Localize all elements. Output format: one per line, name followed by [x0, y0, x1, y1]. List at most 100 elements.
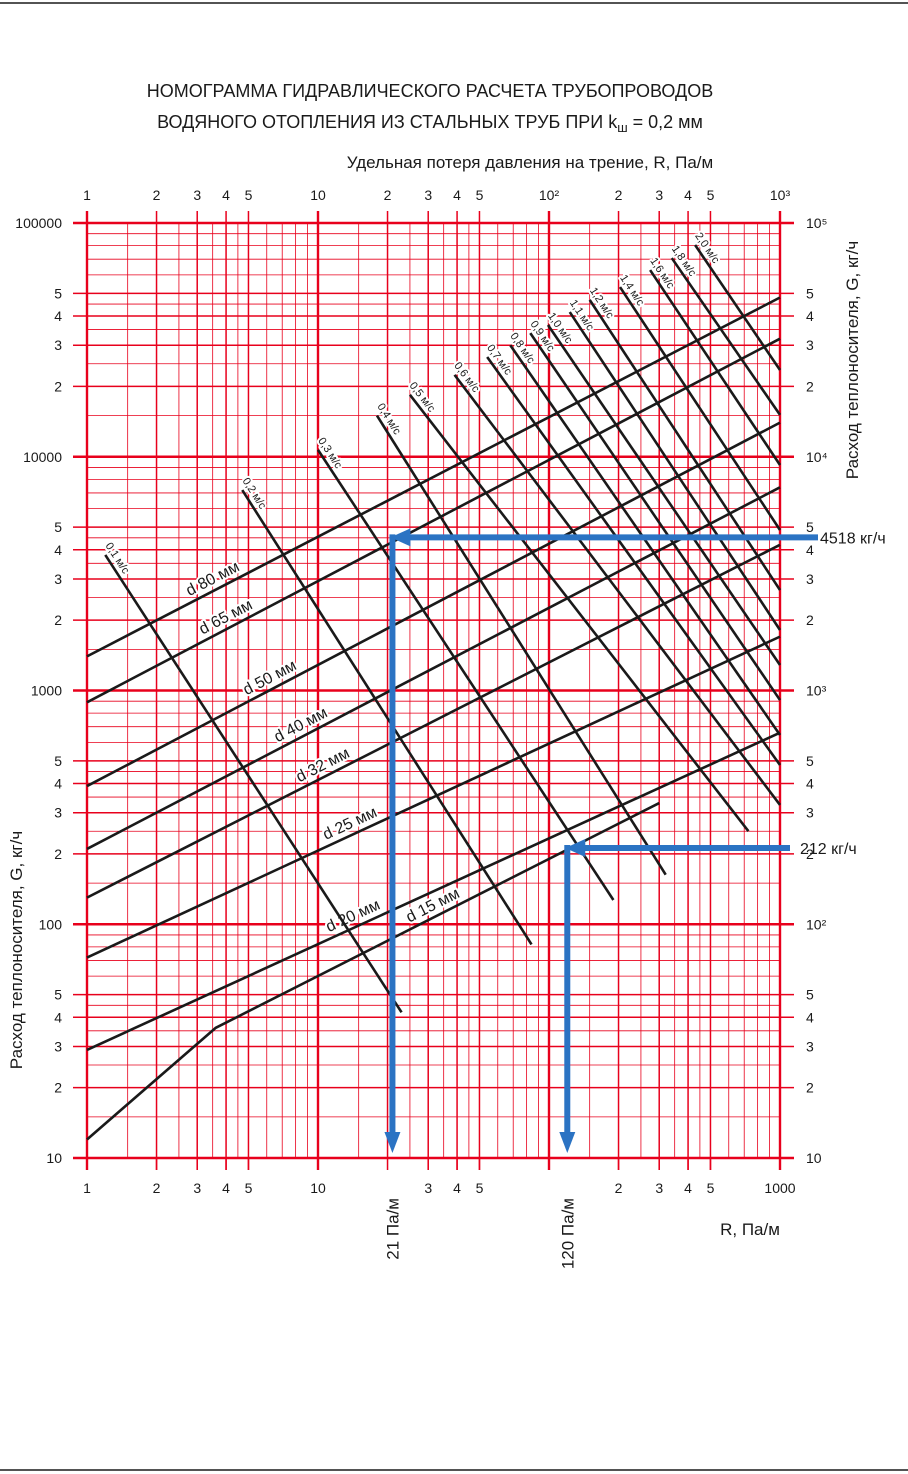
y-tick-label-right: 2 [806, 378, 814, 394]
x-tick-label-bottom: 5 [476, 1180, 484, 1196]
pipe-line [86, 486, 781, 851]
y-tick-label-left: 2 [54, 378, 62, 394]
velocity-line [104, 554, 403, 1014]
y-tick-label-left: 5 [54, 987, 62, 1003]
y-tick-label-left: 1000 [31, 683, 62, 699]
y-tick-label-right: 10⁴ [806, 449, 828, 465]
x-tick-label-top: 4 [453, 187, 461, 203]
x-tick-label-bottom: 2 [153, 1180, 161, 1196]
x-tick-label-bottom: 1000 [764, 1180, 795, 1196]
x-tick-label-top: 5 [245, 187, 253, 203]
y-tick-label-right: 4 [806, 542, 814, 558]
y-tick-label-right: 10⁵ [806, 215, 827, 231]
x-tick-label-top: 4 [222, 187, 230, 203]
y-tick-label-right: 3 [806, 1038, 814, 1054]
x-tick-label-bottom: 2 [615, 1180, 623, 1196]
velocity-line [546, 324, 782, 666]
x-axis-title-bottom: R, Па/м [720, 1220, 780, 1239]
title-subscript: ш [617, 120, 627, 135]
velocity-line [694, 244, 782, 371]
y-tick-label-left: 5 [54, 753, 62, 769]
y-tick-label-left: 3 [54, 337, 62, 353]
y-tick-label-left: 4 [54, 1009, 62, 1025]
velocity-line [618, 286, 782, 531]
y-tick-label-left: 100000 [15, 215, 62, 231]
pipe-line [86, 421, 781, 788]
x-tick-label-top: 2 [615, 187, 623, 203]
x-tick-label-bottom: 5 [245, 1180, 253, 1196]
pipe-line [86, 337, 781, 704]
y-tick-label-left: 4 [54, 308, 62, 324]
y-tick-label-left: 10 [46, 1150, 62, 1166]
pipe-line [86, 801, 660, 1141]
x-tick-label-top: 5 [707, 187, 715, 203]
y-tick-label-left: 100 [39, 916, 63, 932]
y-tick-label-right: 10² [806, 916, 827, 932]
arrow-head [559, 1132, 576, 1153]
x-tick-label-top: 2 [384, 187, 392, 203]
x-tick-label-top: 2 [153, 187, 161, 203]
x-tick-label-bottom: 3 [193, 1180, 201, 1196]
velocity-line [241, 489, 533, 946]
x-tick-label-top: 3 [424, 187, 432, 203]
example-r-label: 120 Па/м [558, 1198, 577, 1269]
pipe-line [86, 635, 781, 959]
pipe-line [86, 731, 781, 1052]
y-tick-label-right: 5 [806, 285, 814, 301]
y-axis-title-left: Расход теплоносителя, G, кг/ч [7, 831, 26, 1069]
velocity-line [670, 257, 782, 416]
velocity-line [486, 356, 782, 766]
y-tick-label-left: 3 [54, 805, 62, 821]
velocity-line [588, 299, 782, 591]
velocity-line [529, 332, 782, 701]
velocity-line [568, 311, 782, 631]
y-tick-label-left: 5 [54, 285, 62, 301]
y-tick-label-right: 3 [806, 337, 814, 353]
x-tick-label-bottom: 10 [310, 1180, 326, 1196]
velocity-line [649, 269, 782, 466]
pipe-line [86, 296, 781, 658]
x-tick-label-top: 10 [310, 187, 326, 203]
y-tick-label-right: 5 [806, 753, 814, 769]
arrow-head [390, 528, 411, 547]
title-part: = 0,2 мм [628, 112, 703, 132]
pipe-label: d 32 мм [293, 745, 352, 786]
velocity-line [375, 414, 667, 876]
velocity-line [408, 394, 750, 833]
y-tick-label-right: 2 [806, 846, 814, 862]
y-tick-label-left: 3 [54, 571, 62, 587]
y-tick-label-left: 10000 [23, 449, 62, 465]
label-background [818, 525, 906, 550]
y-tick-label-left: 2 [54, 846, 62, 862]
x-tick-label-top: 4 [684, 187, 692, 203]
title-line1: НОМОГРАММА ГИДРАВЛИЧЕСКОГО РАСЧЕТА ТРУБО… [147, 81, 713, 101]
y-tick-label-right: 3 [806, 571, 814, 587]
x-axis-title-top: Удельная потеря давления на трение, R, П… [347, 153, 713, 172]
x-tick-label-top: 10² [539, 187, 560, 203]
y-tick-label-right: 4 [806, 776, 814, 792]
x-tick-label-top: 10³ [770, 187, 791, 203]
y-tick-label-right: 2 [806, 612, 814, 628]
example-r-label: 21 Па/м [383, 1198, 402, 1260]
y-tick-label-right: 10 [806, 1150, 822, 1166]
x-tick-label-bottom: 4 [222, 1180, 230, 1196]
x-tick-label-bottom: 3 [655, 1180, 663, 1196]
pipe-label: d 25 мм [320, 804, 379, 844]
y-tick-label-right: 5 [806, 519, 814, 535]
example-g-label: 4518 кг/ч [820, 530, 886, 547]
velocity-line [453, 374, 782, 806]
y-tick-label-left: 2 [54, 612, 62, 628]
y-tick-label-left: 4 [54, 542, 62, 558]
y-tick-label-left: 2 [54, 1080, 62, 1096]
y-tick-label-right: 10³ [806, 683, 827, 699]
velocity-line [316, 449, 615, 901]
x-tick-label-bottom: 4 [684, 1180, 692, 1196]
example-g-label: 212 кг/ч [800, 841, 857, 858]
y-tick-label-right: 4 [806, 1009, 814, 1025]
y-tick-label-left: 4 [54, 776, 62, 792]
y-tick-label-right: 4 [806, 308, 814, 324]
title-part: ВОДЯНОГО ОТОПЛЕНИЯ ИЗ СТАЛЬНЫХ ТРУБ ПРИ … [157, 112, 618, 132]
y-tick-label-right: 3 [806, 805, 814, 821]
y-tick-label-left: 5 [54, 519, 62, 535]
